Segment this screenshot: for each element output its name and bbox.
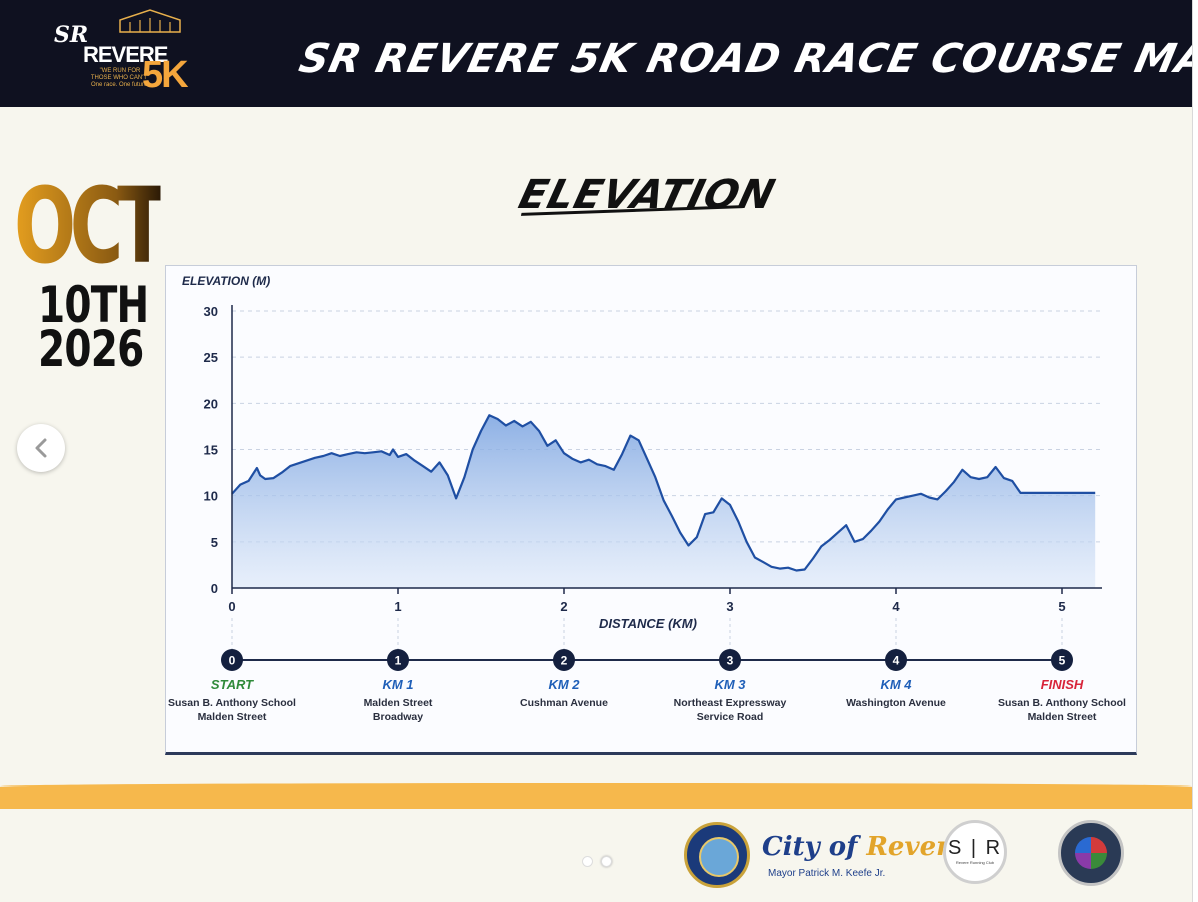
- x-tick-label: 4: [892, 599, 900, 614]
- marker-number: 0: [229, 654, 236, 668]
- sr-running-club-logo: S | R Revere Running Club: [943, 820, 1007, 884]
- x-tick-label: 3: [726, 599, 733, 614]
- y-tick-label: 5: [211, 535, 218, 550]
- x-tick-label: 2: [560, 599, 567, 614]
- elevation-line: [231, 414, 1096, 572]
- marker-place: Susan B. Anthony School: [168, 697, 296, 709]
- city-of-revere-logo: City of Revere Mayor Patrick M. Keefe Jr…: [684, 822, 966, 890]
- marker-number: 4: [893, 654, 900, 668]
- y-tick-label: 25: [204, 350, 218, 365]
- y-tick-label: 30: [204, 304, 218, 319]
- chevron-left-icon: [35, 438, 47, 458]
- y-tick-label: 10: [204, 489, 218, 504]
- section-title: ELEVATION: [514, 172, 780, 218]
- x-axis-label: DISTANCE (KM): [599, 616, 697, 631]
- elevation-chart-card: ELEVATION (M) 0 5 10 15 20 25 30 0 1 2 3 4 5 DISTANCE …: [165, 265, 1137, 755]
- marker-place: Washington Avenue: [846, 697, 946, 709]
- marker-title: KM 1: [382, 677, 413, 692]
- marker-place: Broadway: [373, 711, 423, 723]
- sr-logo-text: S | R: [947, 837, 1003, 859]
- marker-place: Malden Street: [198, 711, 267, 723]
- orange-brush-band: [0, 783, 1192, 809]
- sr-logo-sub: Revere Running Club: [955, 860, 995, 865]
- carousel-prev-button[interactable]: [17, 424, 65, 472]
- mayor-name: Mayor Patrick M. Keefe Jr.: [768, 868, 886, 879]
- logo-5k: 5K: [142, 54, 189, 96]
- marker-circle: [221, 649, 243, 671]
- page-title: SR REVERE 5K ROAD RACE COURSE MAP: [295, 36, 1198, 82]
- carousel-dot-active[interactable]: [601, 856, 612, 867]
- marker-title: START: [211, 677, 254, 692]
- marker-circle: [1051, 649, 1073, 671]
- header-bar: SR REVERE "WE RUN FOR THOSE WHO CAN'T" O…: [0, 0, 1198, 107]
- carousel-dot[interactable]: [582, 856, 593, 867]
- logo-tagline: "WE RUN FOR THOSE WHO CAN'T" One race. O…: [90, 68, 150, 88]
- y-axis-label: ELEVATION (M): [182, 274, 270, 288]
- marker-number: 3: [727, 654, 734, 668]
- marker-place: Malden Street: [364, 697, 433, 709]
- race-logo: SR REVERE "WE RUN FOR THOSE WHO CAN'T" O…: [50, 8, 200, 96]
- marker-title: KM 3: [714, 677, 746, 692]
- marker-circle: [885, 649, 907, 671]
- city-name: City of Revere: [762, 832, 967, 862]
- x-tick-label: 5: [1058, 599, 1065, 614]
- marker-circle: [719, 649, 741, 671]
- date-year: 2026: [38, 320, 144, 378]
- city-seal-icon: [684, 822, 750, 888]
- scroll-edge: [1192, 0, 1198, 902]
- date-month: OCT: [14, 165, 167, 287]
- logo-revere: REVERE: [83, 42, 168, 67]
- carousel-dots: [582, 854, 620, 872]
- marker-place: Malden Street: [1028, 711, 1097, 723]
- x-tick-label: 1: [394, 599, 401, 614]
- logo-sr: SR: [54, 22, 89, 48]
- x-tick-label: 0: [228, 599, 235, 614]
- y-tick-label: 15: [204, 443, 218, 458]
- health-center-logo: [1058, 820, 1124, 886]
- marker-place: Cushman Avenue: [520, 697, 608, 709]
- date-day: 10TH: [38, 276, 149, 334]
- pavilion-icon: [119, 9, 181, 33]
- marker-title: KM 2: [548, 677, 580, 692]
- y-tick-label: 0: [211, 581, 218, 596]
- marker-title: FINISH: [1041, 677, 1084, 692]
- marker-place: Northeast Expressway: [674, 697, 787, 709]
- marker-number: 2: [561, 654, 568, 668]
- marker-title: KM 4: [880, 677, 912, 692]
- marker-place: Service Road: [697, 711, 764, 723]
- marker-circle: [387, 649, 409, 671]
- marker-number: 1: [395, 654, 402, 668]
- marker-number: 5: [1059, 654, 1066, 668]
- marker-place: Susan B. Anthony School: [998, 697, 1126, 709]
- y-tick-label: 20: [204, 396, 218, 411]
- marker-circle: [553, 649, 575, 671]
